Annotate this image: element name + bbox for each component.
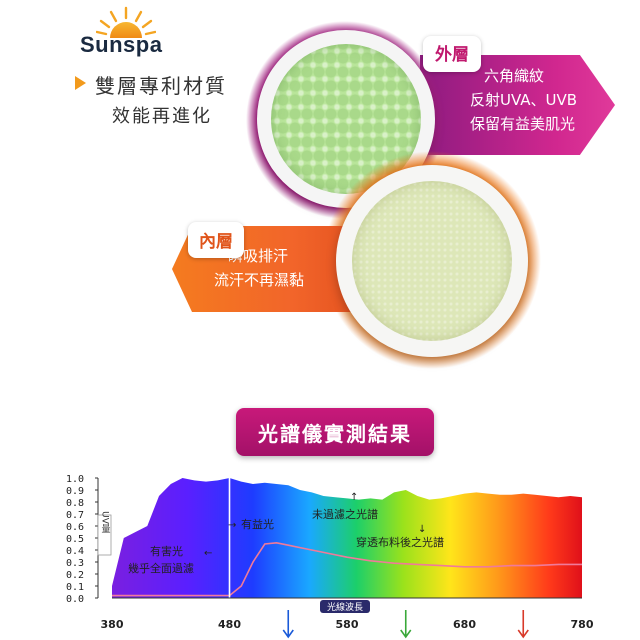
x-tick-label: 480 <box>218 618 241 631</box>
y-tick-label: 0.6 <box>66 522 84 533</box>
unfiltered-spectrum-area <box>112 478 582 598</box>
outer-layer-line2: 反射UVA、UVB <box>470 91 578 109</box>
beneficial-light-label: 有益光 <box>241 517 274 531</box>
y-axis-label: UV量 <box>100 511 111 533</box>
sun-logo-icon <box>96 6 156 38</box>
inner-fabric-swatch <box>352 181 512 341</box>
outer-layer-line1: 六角織紋 <box>484 67 545 85</box>
harmful-light-note: 幾乎全面過濾 <box>128 561 194 575</box>
spectrum-chart: 0.00.10.20.30.40.50.60.70.80.91.0 380 480… <box>66 474 594 639</box>
outer-layer-tag <box>423 36 481 72</box>
harmful-light-label: 有害光 <box>150 544 183 558</box>
outer-layer-description: 六角織紋 反射UVA、UVB 保留有益美肌光 <box>470 64 590 136</box>
blue-arrow-icon <box>282 610 294 639</box>
beneficial-arrow-icon: → <box>228 520 236 531</box>
x-tick-label: 380 <box>101 618 124 631</box>
outer-layer-tag-label: 外層 <box>435 45 469 65</box>
y-tick-label: 0.9 <box>66 486 84 497</box>
y-tick-label: 0.3 <box>66 558 84 569</box>
headline-line1: 雙層專利材質 <box>95 74 227 98</box>
y-tick-label: 1.0 <box>66 474 84 485</box>
filtered-spectrum-label: 穿透布料後之光譜 <box>356 535 444 549</box>
y-tick-label: 0.8 <box>66 498 84 509</box>
headline-line2: 效能再進化 <box>112 106 212 127</box>
inner-layer-tag <box>188 222 244 258</box>
y-tick-label: 0.7 <box>66 510 84 521</box>
y-tick-label: 0.0 <box>66 594 84 605</box>
x-axis-label-box <box>320 600 370 613</box>
filtered-arrow-icon: ↓ <box>418 524 426 535</box>
red-arrow-icon <box>517 610 529 639</box>
spectrum-title: 光譜儀實測結果 <box>258 422 412 446</box>
y-axis-label-box <box>97 514 112 556</box>
harmful-arrow-icon: ← <box>204 548 212 559</box>
x-axis-label: 光線波長 <box>327 601 363 613</box>
x-tick-label: 680 <box>453 618 476 631</box>
x-tick-label: 780 <box>571 618 594 631</box>
filtered-spectrum-line <box>112 541 582 597</box>
inner-layer-tag-label: 內層 <box>199 232 233 252</box>
y-tick-label: 0.1 <box>66 582 84 593</box>
inner-layer-line2: 流汗不再濕黏 <box>214 271 305 289</box>
brand-logo-text: Sunspa <box>80 32 163 57</box>
y-tick-label: 0.5 <box>66 534 84 545</box>
y-tick-label: 0.4 <box>66 546 84 557</box>
unfiltered-spectrum-label: 未過濾之光譜 <box>312 507 378 521</box>
outer-layer-line3: 保留有益美肌光 <box>470 115 576 133</box>
bullet-triangle-icon <box>75 76 86 90</box>
y-tick-label: 0.2 <box>66 570 84 581</box>
green-arrow-icon <box>400 610 412 639</box>
unfiltered-arrow-icon: ↑ <box>350 492 358 503</box>
x-tick-label: 580 <box>336 618 359 631</box>
spectrum-title-badge <box>236 408 434 456</box>
